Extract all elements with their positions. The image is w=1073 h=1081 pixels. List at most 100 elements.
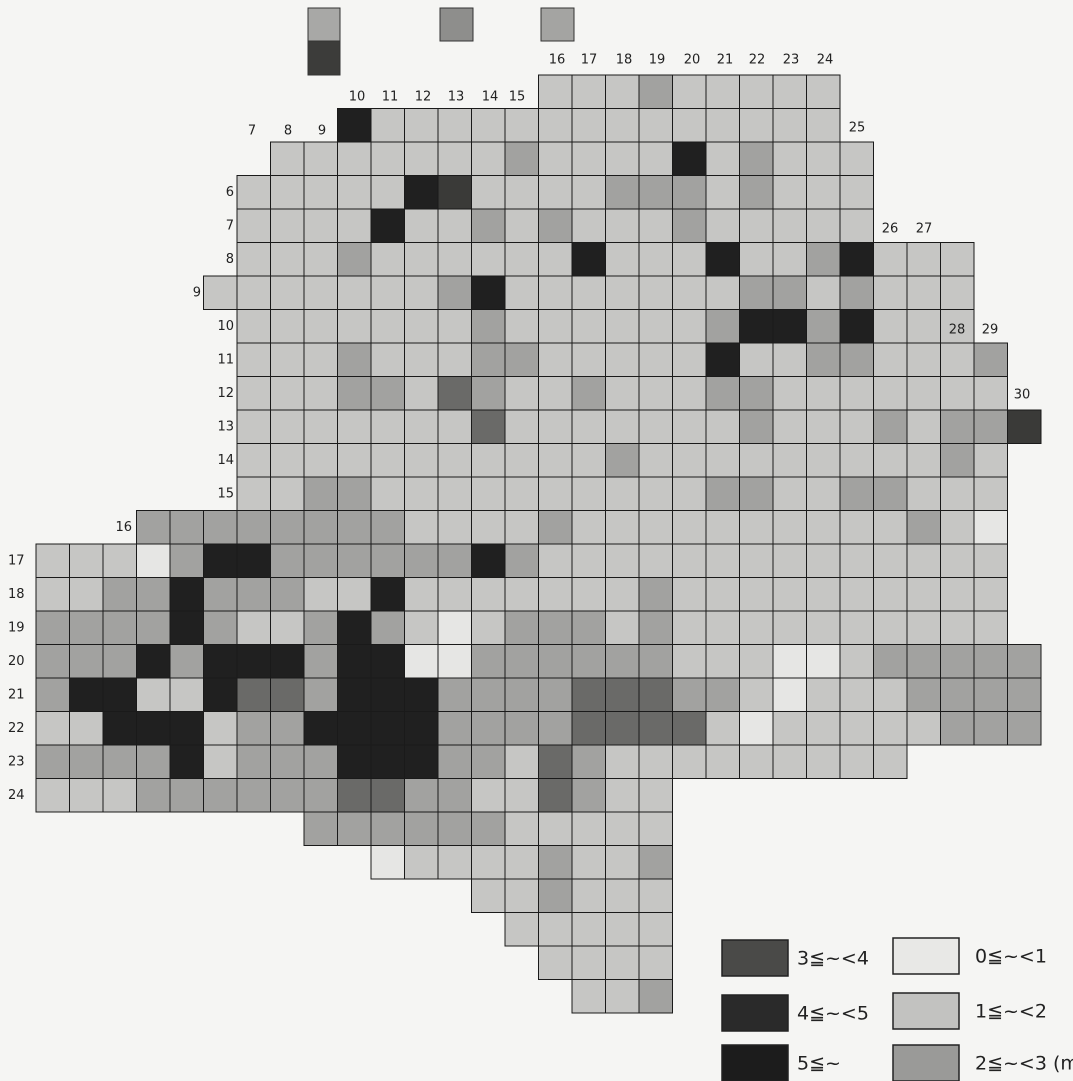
cell bbox=[605, 912, 640, 947]
cell bbox=[806, 175, 841, 210]
cell bbox=[337, 175, 372, 210]
cell bbox=[337, 242, 372, 277]
cell bbox=[169, 778, 204, 813]
cell bbox=[839, 376, 874, 411]
cell bbox=[605, 878, 640, 913]
cell bbox=[772, 543, 807, 578]
cell bbox=[638, 878, 673, 913]
cell bbox=[672, 577, 707, 612]
cell bbox=[806, 577, 841, 612]
cell bbox=[504, 577, 539, 612]
cell bbox=[270, 778, 305, 813]
cell bbox=[471, 242, 506, 277]
cell bbox=[370, 610, 405, 645]
cell bbox=[370, 376, 405, 411]
row-label: 22 bbox=[8, 721, 25, 736]
cell bbox=[270, 476, 305, 511]
cell bbox=[404, 711, 439, 746]
cell bbox=[772, 476, 807, 511]
cell bbox=[35, 711, 70, 746]
cell bbox=[638, 476, 673, 511]
cell bbox=[270, 443, 305, 478]
cell bbox=[337, 476, 372, 511]
cell bbox=[571, 543, 606, 578]
cell bbox=[605, 376, 640, 411]
legend-swatch bbox=[721, 994, 789, 1032]
cell bbox=[839, 309, 874, 344]
cell bbox=[605, 443, 640, 478]
cell bbox=[35, 677, 70, 712]
cell bbox=[404, 811, 439, 846]
cell bbox=[203, 711, 238, 746]
cell bbox=[136, 510, 171, 545]
legend-label: 2≦~<3 (m) bbox=[975, 1053, 1073, 1075]
cell bbox=[471, 476, 506, 511]
cell bbox=[236, 778, 271, 813]
cell bbox=[605, 208, 640, 243]
cell bbox=[538, 376, 573, 411]
cell bbox=[337, 275, 372, 310]
cell bbox=[839, 242, 874, 277]
cell bbox=[303, 711, 338, 746]
cell bbox=[839, 141, 874, 176]
cell bbox=[404, 309, 439, 344]
cell bbox=[169, 577, 204, 612]
cell bbox=[370, 644, 405, 679]
cell bbox=[203, 577, 238, 612]
legend-swatch bbox=[892, 1044, 960, 1081]
cell bbox=[571, 409, 606, 444]
cell bbox=[839, 409, 874, 444]
cell bbox=[672, 644, 707, 679]
cell bbox=[370, 677, 405, 712]
cell bbox=[504, 342, 539, 377]
cell bbox=[471, 208, 506, 243]
cell bbox=[571, 476, 606, 511]
cell bbox=[705, 577, 740, 612]
column-label: 9 bbox=[318, 124, 326, 139]
cell bbox=[471, 711, 506, 746]
cell bbox=[973, 376, 1008, 411]
cell bbox=[672, 677, 707, 712]
cell bbox=[571, 979, 606, 1014]
cell bbox=[270, 577, 305, 612]
cell bbox=[538, 141, 573, 176]
cell bbox=[940, 376, 975, 411]
cell bbox=[504, 409, 539, 444]
cell bbox=[806, 342, 841, 377]
cell bbox=[136, 677, 171, 712]
cell bbox=[169, 510, 204, 545]
cell bbox=[169, 744, 204, 779]
cell bbox=[35, 610, 70, 645]
cell bbox=[638, 778, 673, 813]
cell bbox=[638, 677, 673, 712]
cell bbox=[337, 409, 372, 444]
cell bbox=[370, 443, 405, 478]
cell bbox=[370, 342, 405, 377]
cell bbox=[337, 108, 372, 143]
cell bbox=[571, 510, 606, 545]
cell bbox=[471, 175, 506, 210]
cell bbox=[303, 242, 338, 277]
top-swatches bbox=[307, 7, 575, 76]
cell bbox=[772, 74, 807, 109]
cell bbox=[270, 242, 305, 277]
cell bbox=[672, 208, 707, 243]
cell bbox=[705, 644, 740, 679]
cell bbox=[739, 208, 774, 243]
cell bbox=[672, 476, 707, 511]
cell bbox=[772, 376, 807, 411]
row-label: 24 bbox=[8, 788, 25, 803]
cell bbox=[136, 778, 171, 813]
cell bbox=[806, 677, 841, 712]
cell bbox=[839, 744, 874, 779]
cell bbox=[538, 543, 573, 578]
cell bbox=[906, 242, 941, 277]
cell bbox=[337, 443, 372, 478]
grid-cells bbox=[35, 74, 1042, 1014]
cell bbox=[404, 510, 439, 545]
cell bbox=[571, 74, 606, 109]
cell bbox=[236, 677, 271, 712]
cell bbox=[772, 242, 807, 277]
cell bbox=[437, 309, 472, 344]
cell bbox=[806, 443, 841, 478]
